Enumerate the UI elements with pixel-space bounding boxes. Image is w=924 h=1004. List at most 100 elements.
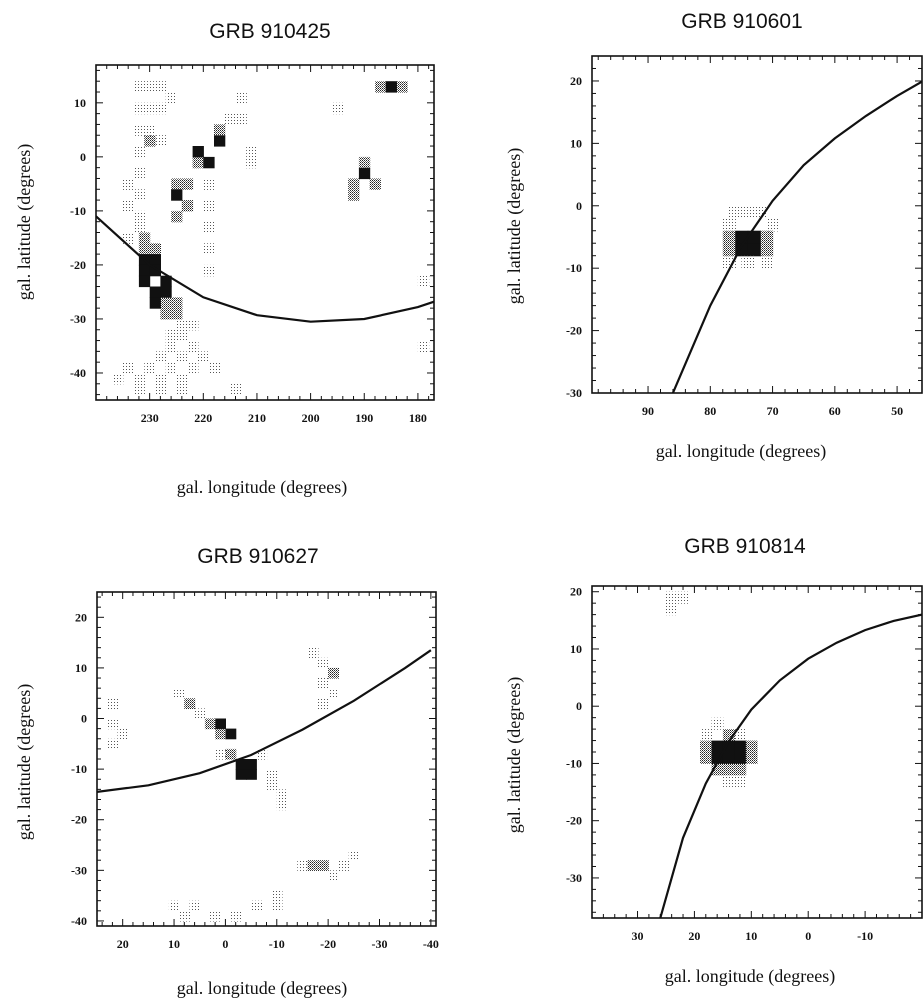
intensity-cell: [165, 362, 177, 374]
x-tick-label: 50: [891, 404, 903, 418]
x-tick-label: 90: [642, 404, 654, 418]
intensity-cell: [181, 178, 194, 190]
intensity-cell: [722, 774, 735, 787]
intensity-cell: [271, 890, 283, 902]
intensity-cell: [171, 178, 183, 190]
intensity-cell: [187, 319, 199, 331]
intensity-cell: [369, 178, 381, 190]
y-tick-label: 0: [576, 699, 582, 713]
intensity-cell: [112, 373, 124, 385]
intensity-cell: [107, 718, 119, 730]
intensity-cell: [187, 340, 199, 352]
intensity-cell: [417, 275, 430, 288]
intensity-cell: [317, 698, 329, 709]
intensity-cell: [235, 769, 247, 780]
intensity-cell: [155, 81, 167, 93]
y-tick-label: -10: [71, 762, 87, 776]
x-axis-label: gal. longitude (degrees): [177, 477, 347, 498]
intensity-cell: [230, 383, 242, 396]
y-tick-label: 10: [570, 136, 582, 150]
intensity-cell: [149, 254, 161, 266]
intensity-cell: [203, 178, 215, 190]
intensity-cell: [203, 264, 215, 277]
intensity-cell: [745, 740, 758, 753]
intensity-cell: [144, 81, 156, 93]
x-tick-label: 0: [222, 937, 228, 951]
intensity-cell: [348, 850, 360, 861]
intensity-cell: [307, 860, 319, 871]
intensity-cell: [138, 264, 151, 277]
intensity-cell: [734, 763, 747, 776]
panel-title: GRB 910627: [197, 545, 318, 568]
intensity-cell: [144, 362, 156, 374]
intensity-cell: [332, 102, 344, 115]
intensity-cell: [171, 297, 183, 309]
intensity-cell: [144, 124, 156, 136]
intensity-cell: [328, 688, 339, 699]
intensity-cell: [722, 752, 735, 764]
intensity-cell: [297, 860, 309, 871]
intensity-cell: [155, 135, 167, 147]
intensity-cell: [171, 210, 183, 223]
intensity-cell: [184, 698, 196, 709]
x-tick-label: 210: [248, 411, 266, 425]
intensity-cell: [246, 146, 258, 158]
intensity-cell: [171, 308, 183, 320]
intensity-cell: [165, 340, 177, 352]
intensity-cell: [734, 740, 747, 753]
intensity-cell: [133, 81, 145, 93]
y-tick-label: -40: [71, 914, 87, 928]
intensity-cell: [122, 232, 135, 244]
intensity-cell: [317, 860, 329, 871]
intensity-cell: [144, 135, 156, 147]
intensity-cell: [225, 748, 237, 760]
intensity-cell: [729, 205, 743, 219]
intensity-cell: [741, 255, 755, 269]
intensity-cell: [122, 178, 135, 190]
intensity-cell: [734, 752, 747, 764]
y-tick-label: 20: [570, 585, 582, 599]
intensity-cell: [276, 799, 288, 811]
intensity-cell: [700, 752, 713, 764]
intensity-cell: [194, 708, 206, 720]
intensity-cell: [317, 678, 329, 689]
intensity-cell: [155, 351, 167, 363]
x-tick-label: -10: [857, 929, 873, 943]
intensity-cell: [133, 383, 145, 396]
intensity-cell: [246, 769, 257, 780]
plot-area: 30 20 10 0 -10 20 10 0 -10 -20 -30: [566, 585, 923, 943]
intensity-cell: [235, 113, 247, 125]
intensity-cell: [165, 92, 177, 104]
curve-line: [659, 613, 922, 918]
intensity-cell: [358, 167, 371, 180]
intensity-cell: [149, 286, 161, 298]
y-tick-label: -30: [566, 871, 582, 885]
intensity-cell: [203, 243, 215, 255]
curve-line: [97, 649, 432, 793]
intensity-cell: [666, 591, 678, 604]
x-tick-label: 180: [409, 411, 427, 425]
intensity-cell: [122, 362, 135, 374]
x-tick-label: 10: [745, 929, 757, 943]
intensity-cell: [251, 900, 262, 912]
x-tick-label: 10: [168, 937, 180, 951]
intensity-cell: [181, 200, 194, 212]
intensity-cell: [328, 667, 339, 679]
intensity-cell: [722, 255, 736, 269]
intensity-cell: [203, 200, 215, 212]
intensity-cell: [149, 243, 161, 255]
intensity-cell: [760, 243, 774, 257]
intensity-cell: [176, 329, 188, 342]
x-tick-label: 220: [194, 411, 212, 425]
y-tick-label: -30: [566, 386, 582, 400]
y-tick-label: -30: [70, 312, 86, 326]
plot-area: 20 10 0 -10 -20 -30 -40 20 10 0 -10 -20 -30 -40: [71, 591, 439, 951]
y-tick-label: -10: [70, 204, 86, 218]
intensity-cell: [722, 230, 736, 244]
intensity-cell: [138, 232, 151, 244]
intensity-cell: [192, 146, 204, 158]
curve-line: [671, 80, 922, 393]
x-tick-label: 230: [141, 411, 159, 425]
intensity-cell: [734, 774, 747, 787]
